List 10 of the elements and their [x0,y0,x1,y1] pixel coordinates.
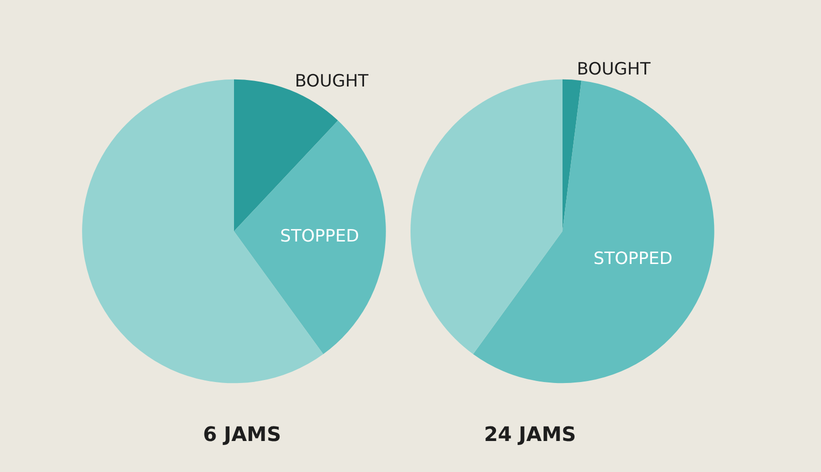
text: 6 JAMS [203,422,282,446]
slice-label: BOUGHT [576,60,652,80]
pie-slice [562,79,582,232]
slice-label: STOPPED [594,249,672,270]
pie-slice [473,80,714,384]
slice-label: STOPPED [280,226,360,247]
slice-label: BOUGHT [294,71,370,92]
text: 24 JAMS [484,422,576,446]
pie-slice [234,120,386,354]
pie-slice [410,79,562,354]
